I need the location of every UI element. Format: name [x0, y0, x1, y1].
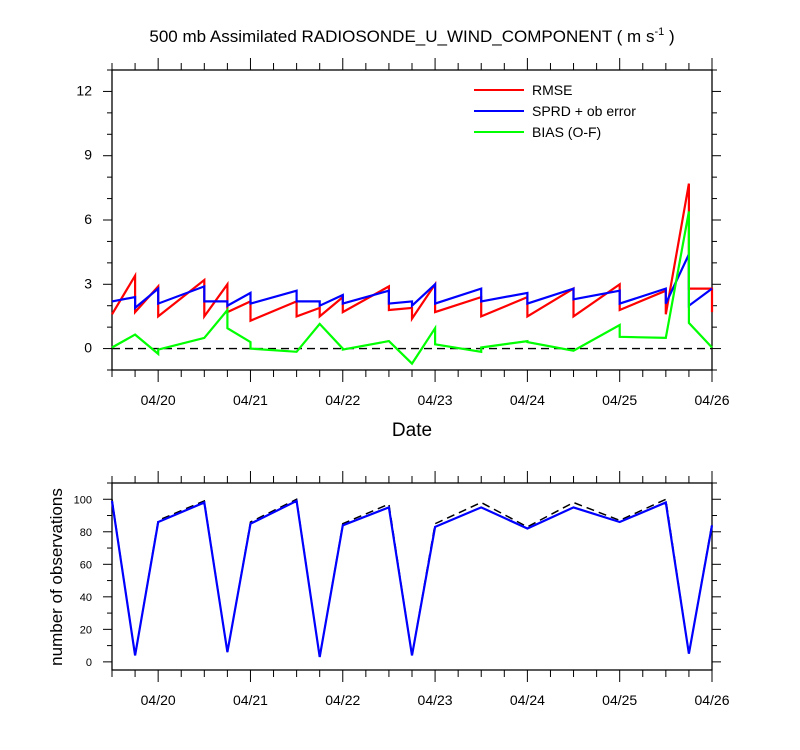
bottom-chart: 0 20 40 60 80 100 04/20 04/21 04/22 04/23 04/24 04/…: [47, 471, 730, 708]
y-tick-label: 9: [84, 147, 92, 163]
plot-frame: [111, 482, 713, 671]
x-tick-label: 04/21: [233, 392, 268, 408]
y-tick-label: 6: [84, 211, 92, 227]
legend-label: BIAS (O-F): [532, 124, 601, 140]
x-tick-label: 04/21: [233, 692, 268, 708]
x-tick-label: 04/20: [141, 692, 176, 708]
legend-label: RMSE: [532, 82, 572, 98]
series-line-rmse: [111, 183, 714, 323]
y-tick-label: 3: [84, 275, 92, 291]
legend-label: SPRD + ob error: [532, 103, 636, 119]
y-tick-label: 12: [76, 82, 92, 98]
x-tick-label: 04/24: [510, 392, 545, 408]
series-line-bias-o-f-: [111, 211, 713, 366]
x-tick-label: 04/24: [510, 692, 545, 708]
y-tick-label: 0: [86, 657, 92, 669]
y-tick-label: 20: [80, 624, 92, 636]
y-tick-label: 60: [80, 559, 92, 571]
x-tick-label: 04/23: [418, 392, 453, 408]
series-line-dashed: [111, 498, 713, 658]
x-tick-label: 04/25: [602, 392, 637, 408]
x-axis-label: Date: [392, 420, 432, 441]
series-line-solid: [110, 499, 714, 658]
chart-title: 500 mb Assimilated RADIOSONDE_U_WIND_COM…: [149, 26, 674, 46]
x-tick-label: 04/23: [418, 692, 453, 708]
y-tick-label: 80: [80, 527, 92, 539]
x-tick-label: 04/26: [694, 392, 729, 408]
x-tick-label: 04/25: [602, 692, 637, 708]
x-tick-label: 04/20: [141, 392, 176, 408]
x-tick-label: 04/26: [694, 692, 729, 708]
y-tick-label: 0: [84, 340, 92, 356]
y-tick-label: 40: [80, 592, 92, 604]
y-tick-label: 100: [74, 494, 92, 506]
top-chart: 500 mb Assimilated RADIOSONDE_U_WIND_COM…: [76, 26, 729, 441]
x-tick-label: 04/22: [325, 392, 360, 408]
x-tick-label: 04/22: [325, 692, 360, 708]
series-line-sprd-ob-error: [111, 253, 713, 311]
y-axis-label: number of observations: [47, 488, 66, 666]
